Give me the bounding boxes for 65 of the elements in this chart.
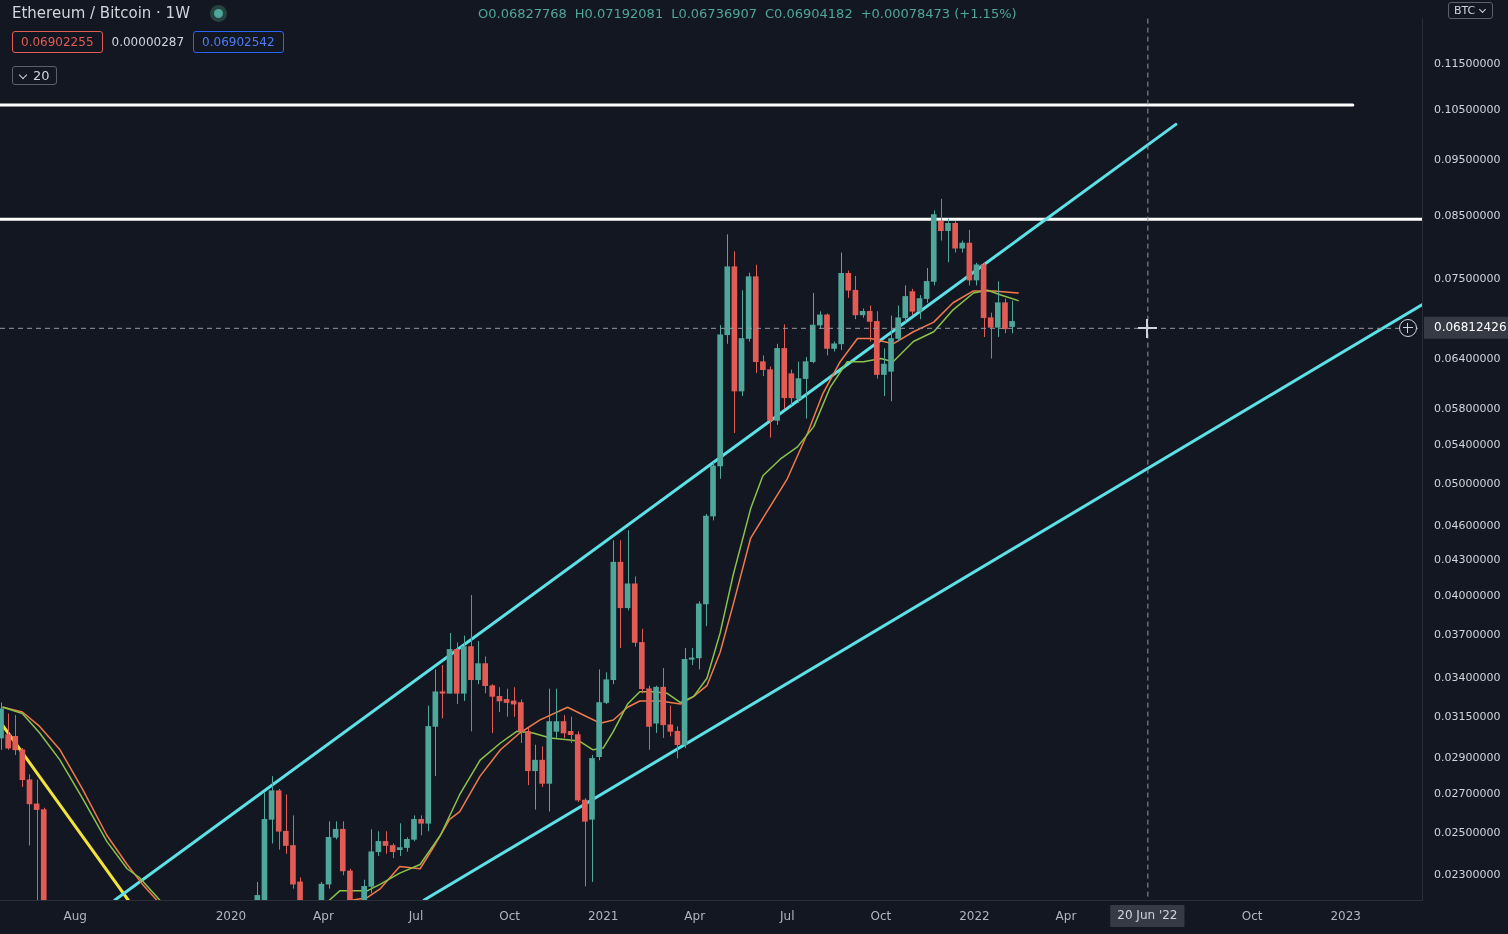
y-tick-label: 0.04600000 <box>1434 518 1501 532</box>
candlestick <box>987 312 994 360</box>
y-tick-label: 0.02300000 <box>1434 868 1501 882</box>
y-tick-label: 0.05800000 <box>1434 401 1501 415</box>
annotation: 20 <box>33 68 50 83</box>
annotation: L0.06736907 <box>671 6 757 21</box>
ref-line-label: 20 Jun '22 <box>1117 908 1178 923</box>
annotation: +0.00078473 (+1.15%) <box>860 6 1017 21</box>
candlestick <box>845 270 852 299</box>
annotation: H0.07192081 <box>574 6 664 21</box>
annotation: O0.06827768 <box>478 6 567 21</box>
candlestick <box>539 745 545 788</box>
y-tick-label: 0.11500000 <box>1434 56 1501 70</box>
x-tick-label: 2020 <box>215 909 247 924</box>
annotation: 0.06902255 <box>12 31 103 53</box>
y-tick-label: 0.09500000 <box>1434 153 1501 167</box>
y-tick-label: 0.02500000 <box>1434 826 1501 840</box>
candlestick <box>909 288 916 316</box>
ref-line-label: 0.06812426 <box>1434 319 1507 334</box>
candlestick <box>332 820 339 840</box>
candlestick <box>567 716 574 744</box>
candlestick <box>802 356 809 420</box>
annotation: C0.06904182 <box>765 6 853 21</box>
y-tick-label: 0.02900000 <box>1434 751 1501 765</box>
y-tick-label: 0.03150000 <box>1434 709 1501 723</box>
candlestick <box>439 664 446 719</box>
candlestick <box>475 640 481 685</box>
candlestick <box>945 218 951 263</box>
candlestick <box>582 797 588 887</box>
y-tick-label: 0.05000000 <box>1434 476 1501 490</box>
y-tick-label: 0.07500000 <box>1434 272 1501 286</box>
candlestick <box>532 744 538 811</box>
y-tick-label: 0.05400000 <box>1434 437 1501 451</box>
x-tick-label: Apr <box>1055 909 1077 924</box>
candlestick <box>553 688 560 739</box>
y-tick-label: 0.04000000 <box>1434 589 1501 603</box>
x-tick-label: Jul <box>407 909 424 924</box>
y-tick-label: 0.03700000 <box>1434 628 1501 642</box>
y-tick-label: 0.02700000 <box>1434 787 1501 801</box>
x-tick-label: Aug <box>63 909 87 924</box>
annotation: 0.06902542 <box>193 31 284 53</box>
x-tick-label: Oct <box>870 909 892 924</box>
x-tick-label: Oct <box>499 909 521 924</box>
text: BTC <box>1454 4 1476 17</box>
x-tick-label: 2022 <box>959 909 990 924</box>
x-tick-label: Jul <box>779 909 795 924</box>
x-tick-label: Apr <box>313 909 334 924</box>
x-tick-label: 2023 <box>1330 909 1361 924</box>
candlestick <box>938 198 944 242</box>
candlestick <box>795 361 802 404</box>
chart-title: Ethereum / Bitcoin · 1W <box>12 4 190 22</box>
y-tick-label: 0.06400000 <box>1434 352 1501 366</box>
candlestick <box>1009 300 1015 334</box>
y-tick-label: 0.08500000 <box>1434 209 1501 223</box>
x-tick-label: 2021 <box>587 909 619 924</box>
candlestick <box>503 688 510 718</box>
y-tick-label: 0.04300000 <box>1434 552 1501 566</box>
y-tick-label: 0.03400000 <box>1434 671 1501 685</box>
y-tick-label: 0.10500000 <box>1434 102 1501 116</box>
candlestick <box>418 814 424 836</box>
candlestick <box>916 294 923 320</box>
x-tick-label: Oct <box>1241 909 1263 924</box>
annotation: 0.00000287 <box>110 31 186 53</box>
candlestick <box>382 830 389 855</box>
x-tick-label: Apr <box>684 909 706 924</box>
